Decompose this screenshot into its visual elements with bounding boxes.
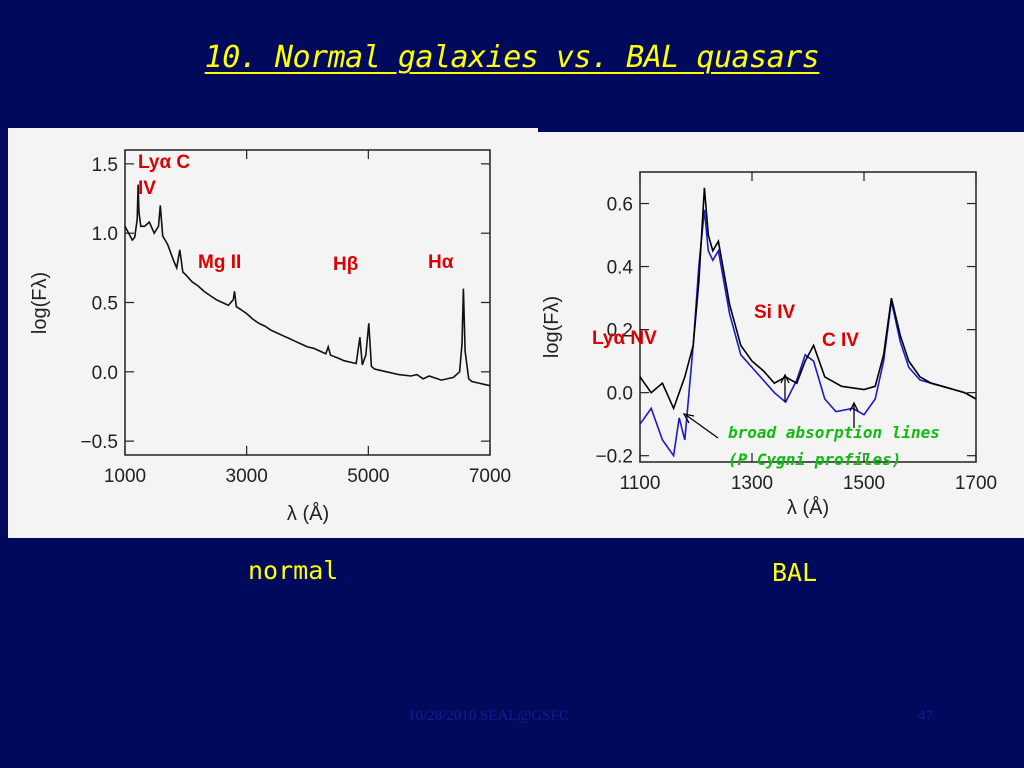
arrow-blue-absorption-head bbox=[682, 413, 695, 424]
arrow-blue-absorption bbox=[685, 414, 719, 439]
x-tick-label: 5000 bbox=[347, 466, 389, 487]
annotation-p-cygni: (P Cygni profiles) bbox=[728, 450, 901, 469]
y-tick-label: −0.2 bbox=[595, 447, 633, 468]
y-tick-label: 0.0 bbox=[92, 363, 118, 384]
slide-title: 10. Normal galaxies vs. BAL quasars bbox=[204, 40, 820, 75]
annotation-mgii: Mg II bbox=[198, 252, 241, 273]
x-tick-label: 7000 bbox=[469, 466, 511, 487]
annotation-iv: IV bbox=[138, 178, 156, 199]
normal-spectrum-chart: 1000 3000 5000 7000 −0.5 0.0 0.5 1.0 1.5 log(Fλ)… bbox=[29, 149, 511, 525]
y-tick-label: −0.5 bbox=[80, 432, 118, 453]
y-tick-label: 0.0 bbox=[607, 384, 633, 405]
x-tick-label: 1100 bbox=[620, 473, 661, 494]
y-tick-label: 0.6 bbox=[607, 195, 633, 216]
y-axis-title: log(Fλ) bbox=[541, 296, 563, 358]
caption-normal: normal bbox=[248, 556, 339, 585]
y-tick-label: 1.5 bbox=[92, 155, 118, 176]
bal-spectrum-chart: 1100 1300 1500 1700 −0.2 0.0 0.2 0.4 0.6 log(Fλ)… bbox=[541, 171, 997, 519]
plot-frame bbox=[639, 171, 977, 463]
annotation-lya-civ: Lyα C bbox=[138, 152, 190, 173]
arrow-siiv-absorption-head bbox=[780, 373, 790, 384]
annotation-hbeta: Hβ bbox=[333, 254, 358, 275]
annotation-civ: C IV bbox=[822, 330, 859, 351]
annotation-halpha: Hα bbox=[428, 252, 454, 273]
annotation-siiv: Si IV bbox=[754, 302, 796, 323]
footer-date-event: 10/28/2010 SEAL@GSFC bbox=[408, 708, 569, 724]
y-tick-label: 0.5 bbox=[92, 294, 118, 315]
x-tick-label: 1500 bbox=[843, 473, 885, 494]
y-tick-label: 0.4 bbox=[607, 258, 634, 279]
x-tick-label: 1000 bbox=[104, 466, 146, 487]
plot-frame bbox=[124, 149, 491, 456]
bal-spectrum-line-black bbox=[639, 187, 977, 411]
x-tick-label: 1700 bbox=[955, 473, 997, 494]
annotation-lya-nv: Lyα NV bbox=[592, 328, 657, 349]
normal-spectrum-panel: 1000 3000 5000 7000 −0.5 0.0 0.5 1.0 1.5 log(Fλ)… bbox=[8, 128, 538, 538]
y-tick-label: 0.2 bbox=[607, 321, 633, 342]
normal-spectrum-line bbox=[124, 184, 491, 387]
bal-spectrum-panel: 1100 1300 1500 1700 −0.2 0.0 0.2 0.4 0.6 log(Fλ)… bbox=[538, 132, 1024, 538]
bal-spectrum-line-blue bbox=[639, 209, 977, 458]
y-tick-label: 1.0 bbox=[92, 224, 118, 245]
arrow-civ-absorption-head bbox=[849, 401, 859, 412]
y-axis-title: log(Fλ) bbox=[29, 272, 51, 334]
annotation-broad-absorption: broad absorption lines bbox=[728, 423, 940, 442]
caption-bal: BAL bbox=[772, 558, 818, 587]
x-axis-title: λ (Å) bbox=[787, 496, 829, 519]
x-tick-label: 3000 bbox=[226, 466, 268, 487]
x-tick-label: 1300 bbox=[731, 473, 773, 494]
x-axis-title: λ (Å) bbox=[287, 502, 329, 525]
footer-slide-number: 47 bbox=[918, 708, 933, 724]
